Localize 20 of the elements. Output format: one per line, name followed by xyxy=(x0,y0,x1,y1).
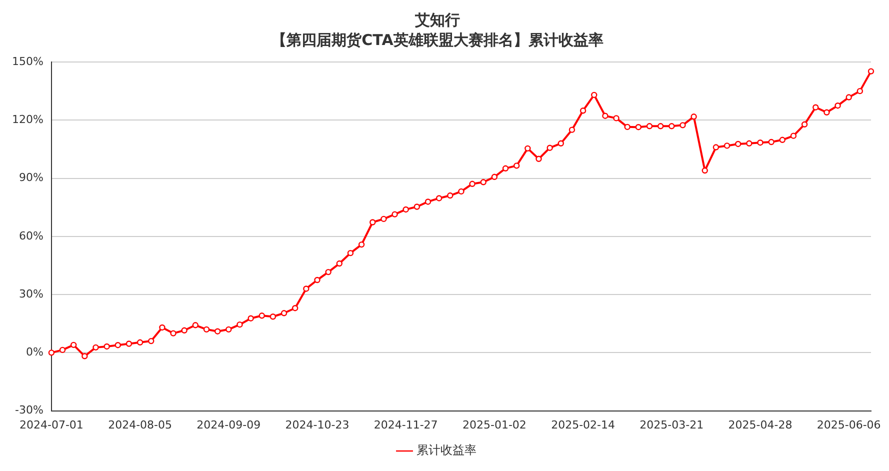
x-tick-label: 2024-11-27 xyxy=(374,418,438,432)
chart-title: 艾知行 xyxy=(414,10,460,29)
x-tick-label: 2025-01-02 xyxy=(462,418,526,432)
y-tick-label: 60% xyxy=(18,229,44,242)
y-tick-label: 30% xyxy=(18,287,44,300)
y-tick-label: -30% xyxy=(15,404,44,417)
y-tick-label: 150% xyxy=(12,54,44,68)
x-tick-label: 2025-06-06 xyxy=(816,418,881,432)
chart-subtitle: 【第四届期货CTA英雄联盟大赛排名】累计收益率 xyxy=(272,30,604,49)
x-tick-label: 2025-03-21 xyxy=(640,418,704,432)
x-tick-label: 2024-09-09 xyxy=(196,418,261,432)
x-tick-label: 2024-07-01 xyxy=(19,418,84,432)
x-tick-label: 2025-04-28 xyxy=(728,418,792,432)
x-tick-label: 2024-08-05 xyxy=(108,418,172,432)
y-tick-label: 0% xyxy=(26,346,44,359)
y-tick-label: 90% xyxy=(18,171,44,184)
legend-label: 累计收益率 xyxy=(416,443,476,458)
y-tick-label: 120% xyxy=(12,112,44,126)
x-tick-label: 2025-02-14 xyxy=(551,418,616,432)
x-tick-label: 2024-10-23 xyxy=(285,418,350,432)
